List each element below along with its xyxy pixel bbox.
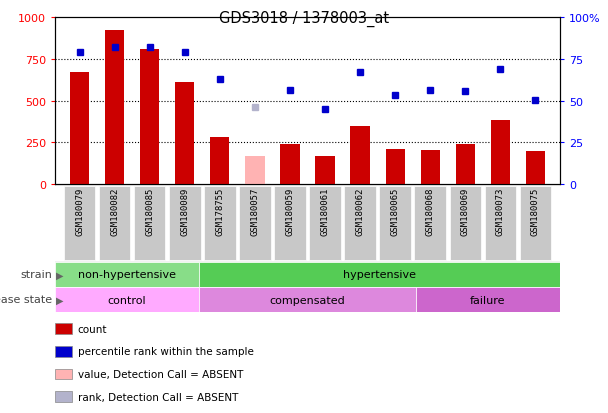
Text: GDS3018 / 1378003_at: GDS3018 / 1378003_at (219, 10, 389, 26)
Bar (415, 186, 446, 261)
Bar (99, 186, 130, 261)
Bar (455, 145, 475, 185)
Text: GSM180082: GSM180082 (110, 188, 119, 236)
Bar (70, 73, 89, 185)
Bar (64, 186, 95, 261)
Bar (239, 186, 271, 261)
Bar (199, 262, 560, 287)
Text: hypertensive: hypertensive (343, 270, 416, 280)
Text: disease state: disease state (0, 295, 52, 305)
Bar (274, 186, 306, 261)
Text: ▶: ▶ (56, 295, 64, 305)
Text: GSM180089: GSM180089 (180, 188, 189, 236)
Bar (316, 157, 334, 185)
Text: GSM180075: GSM180075 (531, 188, 540, 236)
Text: GSM180057: GSM180057 (250, 188, 260, 236)
Text: ▶: ▶ (56, 270, 64, 280)
Bar (140, 50, 159, 185)
Text: non-hypertensive: non-hypertensive (78, 270, 176, 280)
Text: percentile rank within the sample: percentile rank within the sample (78, 347, 254, 356)
Text: compensated: compensated (269, 295, 345, 305)
Bar (55, 262, 199, 287)
Bar (204, 186, 236, 261)
Bar (169, 186, 201, 261)
Bar (55, 287, 199, 312)
Bar (385, 150, 405, 185)
Bar (485, 186, 516, 261)
Bar (134, 186, 165, 261)
Bar (280, 145, 300, 185)
Bar (526, 152, 545, 185)
Text: GSM180085: GSM180085 (145, 188, 154, 236)
Bar (245, 156, 264, 185)
Text: GSM180061: GSM180061 (320, 188, 330, 236)
Bar (105, 31, 124, 185)
Bar (421, 150, 440, 185)
Text: control: control (108, 295, 147, 305)
Bar (520, 186, 551, 261)
Text: value, Detection Call = ABSENT: value, Detection Call = ABSENT (78, 369, 243, 379)
Text: count: count (78, 324, 108, 334)
Bar (449, 186, 481, 261)
Text: GSM180059: GSM180059 (286, 188, 294, 236)
Text: strain: strain (20, 270, 52, 280)
Bar (491, 121, 510, 185)
Bar (175, 83, 195, 185)
Text: GSM180069: GSM180069 (461, 188, 470, 236)
Bar (210, 138, 229, 185)
Bar (350, 126, 370, 185)
Text: GSM180065: GSM180065 (391, 188, 399, 236)
Text: GSM178755: GSM178755 (215, 188, 224, 236)
Text: failure: failure (470, 295, 506, 305)
Text: GSM180062: GSM180062 (356, 188, 365, 236)
Bar (199, 287, 416, 312)
Text: GSM180068: GSM180068 (426, 188, 435, 236)
Text: rank, Detection Call = ABSENT: rank, Detection Call = ABSENT (78, 392, 238, 402)
Bar (379, 186, 411, 261)
Bar (309, 186, 341, 261)
Text: GSM180079: GSM180079 (75, 188, 84, 236)
Text: GSM180073: GSM180073 (496, 188, 505, 236)
Bar (416, 287, 560, 312)
Bar (344, 186, 376, 261)
